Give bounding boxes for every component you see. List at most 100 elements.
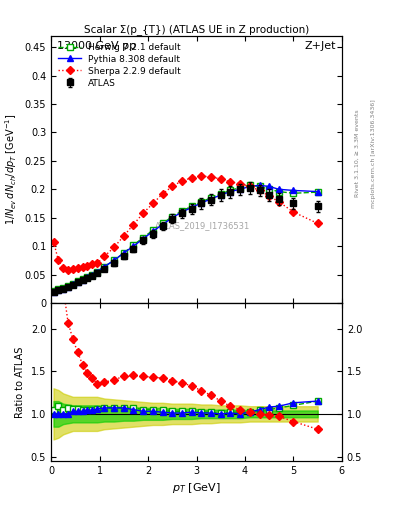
Herwig 7.2.1 default [112, 257, 116, 263]
Herwig 7.2.1 default [85, 274, 90, 280]
Line: Herwig 7.2.1 default: Herwig 7.2.1 default [51, 183, 320, 294]
Sherpa 2.2.9 default [228, 179, 233, 185]
Text: Rivet 3.1.10, ≥ 3.3M events: Rivet 3.1.10, ≥ 3.3M events [355, 110, 360, 198]
Pythia 8.308 default [219, 192, 223, 198]
Pythia 8.308 default [160, 222, 165, 228]
Herwig 7.2.1 default [90, 271, 95, 278]
Pythia 8.308 default [315, 188, 320, 195]
Herwig 7.2.1 default [56, 286, 61, 292]
Pythia 8.308 default [170, 215, 174, 221]
Herwig 7.2.1 default [189, 203, 194, 209]
Herwig 7.2.1 default [131, 242, 136, 248]
Pythia 8.308 default [131, 243, 136, 249]
Sherpa 2.2.9 default [141, 210, 145, 216]
Text: 13000 GeV pp: 13000 GeV pp [57, 41, 136, 51]
Pythia 8.308 default [151, 228, 155, 234]
Pythia 8.308 default [180, 209, 184, 215]
Pythia 8.308 default [61, 286, 66, 292]
Sherpa 2.2.9 default [121, 233, 126, 239]
Pythia 8.308 default [95, 269, 99, 275]
Herwig 7.2.1 default [199, 199, 204, 205]
X-axis label: $p_T$ [GeV]: $p_T$ [GeV] [172, 481, 221, 495]
Title: Scalar Σ(p_{T}) (ATLAS UE in Z production): Scalar Σ(p_{T}) (ATLAS UE in Z productio… [84, 24, 309, 35]
Herwig 7.2.1 default [315, 189, 320, 195]
Sherpa 2.2.9 default [248, 183, 252, 189]
Herwig 7.2.1 default [180, 208, 184, 214]
Text: Z+Jet: Z+Jet [305, 41, 336, 51]
Pythia 8.308 default [90, 271, 95, 278]
Herwig 7.2.1 default [219, 191, 223, 197]
Herwig 7.2.1 default [71, 281, 75, 287]
Herwig 7.2.1 default [209, 195, 213, 201]
Herwig 7.2.1 default [51, 288, 56, 294]
Herwig 7.2.1 default [277, 188, 281, 195]
Pythia 8.308 default [51, 289, 56, 295]
Line: Sherpa 2.2.9 default: Sherpa 2.2.9 default [51, 174, 320, 273]
Pythia 8.308 default [291, 187, 296, 194]
Herwig 7.2.1 default [291, 190, 296, 196]
Herwig 7.2.1 default [80, 276, 85, 282]
Pythia 8.308 default [277, 186, 281, 193]
Herwig 7.2.1 default [228, 187, 233, 194]
Sherpa 2.2.9 default [277, 199, 281, 205]
Sherpa 2.2.9 default [71, 266, 75, 272]
Sherpa 2.2.9 default [112, 244, 116, 250]
Sherpa 2.2.9 default [199, 173, 204, 179]
Pythia 8.308 default [71, 281, 75, 287]
Sherpa 2.2.9 default [102, 253, 107, 260]
Sherpa 2.2.9 default [61, 265, 66, 271]
Pythia 8.308 default [189, 204, 194, 210]
Pythia 8.308 default [121, 250, 126, 256]
Herwig 7.2.1 default [95, 269, 99, 275]
Pythia 8.308 default [199, 200, 204, 206]
Sherpa 2.2.9 default [90, 261, 95, 267]
Sherpa 2.2.9 default [131, 222, 136, 228]
Herwig 7.2.1 default [248, 182, 252, 188]
Sherpa 2.2.9 default [51, 239, 56, 245]
Pythia 8.308 default [238, 186, 242, 193]
Pythia 8.308 default [267, 183, 272, 189]
Text: ATLAS_2019_I1736531: ATLAS_2019_I1736531 [155, 221, 250, 230]
Pythia 8.308 default [257, 182, 262, 188]
Herwig 7.2.1 default [267, 186, 272, 193]
Sherpa 2.2.9 default [85, 263, 90, 269]
Pythia 8.308 default [228, 188, 233, 195]
Line: Pythia 8.308 default: Pythia 8.308 default [51, 183, 320, 294]
Herwig 7.2.1 default [257, 183, 262, 189]
Pythia 8.308 default [248, 183, 252, 189]
Sherpa 2.2.9 default [267, 193, 272, 199]
Herwig 7.2.1 default [121, 250, 126, 256]
Herwig 7.2.1 default [66, 283, 70, 289]
Sherpa 2.2.9 default [151, 200, 155, 206]
Herwig 7.2.1 default [102, 264, 107, 270]
Pythia 8.308 default [66, 284, 70, 290]
Sherpa 2.2.9 default [80, 264, 85, 270]
Herwig 7.2.1 default [61, 285, 66, 291]
Herwig 7.2.1 default [141, 234, 145, 241]
Herwig 7.2.1 default [75, 279, 80, 285]
Pythia 8.308 default [102, 264, 107, 270]
Sherpa 2.2.9 default [291, 209, 296, 215]
Sherpa 2.2.9 default [160, 191, 165, 197]
Sherpa 2.2.9 default [315, 220, 320, 226]
Pythia 8.308 default [209, 196, 213, 202]
Text: mcplots.cern.ch [arXiv:1306.3436]: mcplots.cern.ch [arXiv:1306.3436] [371, 99, 376, 208]
Sherpa 2.2.9 default [95, 260, 99, 266]
Pythia 8.308 default [112, 257, 116, 263]
Sherpa 2.2.9 default [66, 267, 70, 273]
Sherpa 2.2.9 default [257, 187, 262, 194]
Y-axis label: $1/N_{ev}\,dN_{ch}/dp_T$ [GeV$^{-1}$]: $1/N_{ev}\,dN_{ch}/dp_T$ [GeV$^{-1}$] [3, 114, 19, 225]
Sherpa 2.2.9 default [170, 183, 174, 189]
Pythia 8.308 default [75, 279, 80, 285]
Herwig 7.2.1 default [170, 214, 174, 220]
Sherpa 2.2.9 default [209, 174, 213, 180]
Sherpa 2.2.9 default [56, 257, 61, 263]
Pythia 8.308 default [80, 276, 85, 283]
Pythia 8.308 default [141, 236, 145, 242]
Herwig 7.2.1 default [238, 184, 242, 190]
Sherpa 2.2.9 default [189, 175, 194, 181]
Herwig 7.2.1 default [160, 220, 165, 226]
Y-axis label: Ratio to ATLAS: Ratio to ATLAS [15, 346, 25, 418]
Sherpa 2.2.9 default [219, 176, 223, 182]
Pythia 8.308 default [85, 274, 90, 280]
